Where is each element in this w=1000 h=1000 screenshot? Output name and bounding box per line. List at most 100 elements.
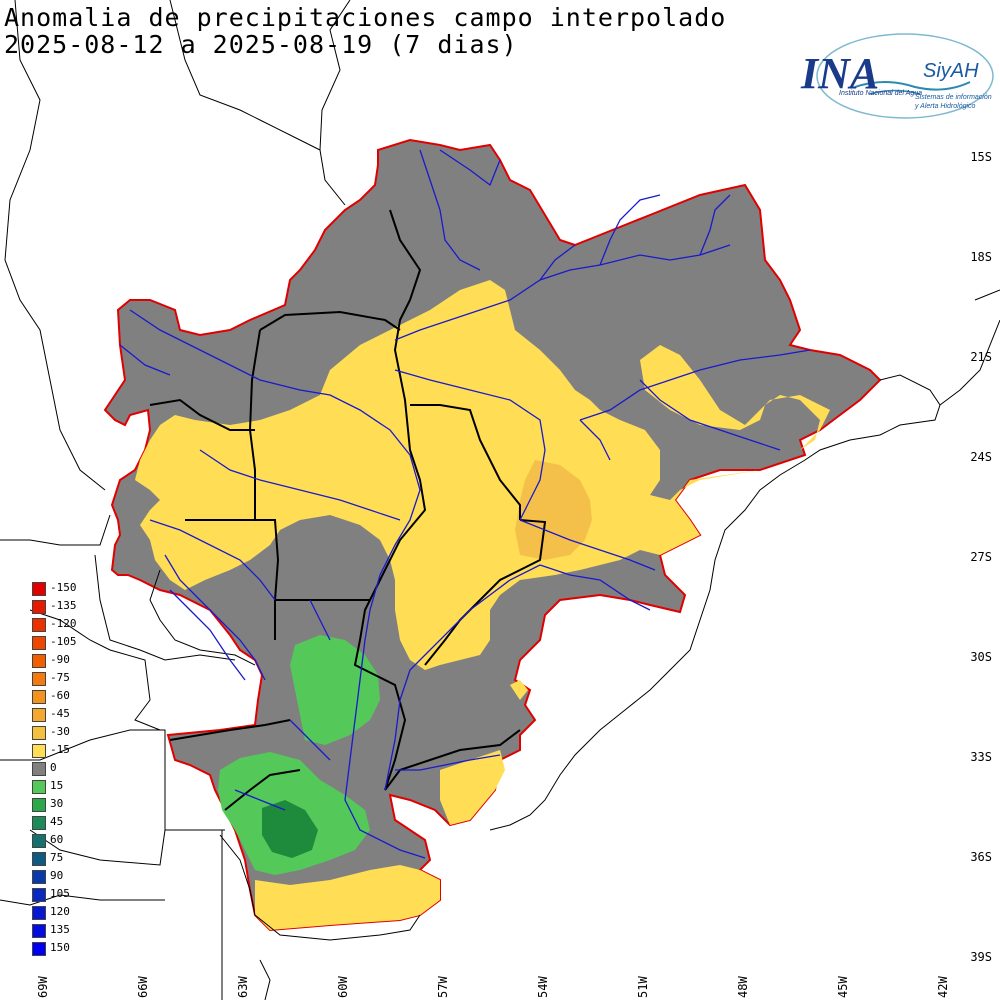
legend-swatch bbox=[32, 762, 46, 776]
legend-swatch bbox=[32, 744, 46, 758]
siyah-logo-text: SiyAH bbox=[923, 60, 979, 82]
strong-positive-anomaly bbox=[262, 800, 318, 858]
legend-label: 60 bbox=[50, 833, 64, 846]
legend-entry: 75 bbox=[32, 850, 92, 868]
longitude-tick-label: 66W bbox=[136, 976, 150, 998]
legend-label: 105 bbox=[50, 887, 70, 900]
ina-subtitle: Instituto Nacional del Agua bbox=[839, 90, 923, 97]
latitude-tick-label: 27S bbox=[970, 550, 992, 564]
legend-swatch bbox=[32, 852, 46, 866]
longitude-tick-label: 54W bbox=[536, 976, 550, 998]
rivers bbox=[119, 149, 811, 859]
legend-entry: -150 bbox=[32, 580, 92, 598]
legend-swatch bbox=[32, 600, 46, 614]
legend-swatch bbox=[32, 708, 46, 722]
legend-entry: 0 bbox=[32, 760, 92, 778]
negative-anomaly-south bbox=[255, 865, 440, 930]
map-title: Anomalia de precipitaciones campo interp… bbox=[4, 3, 727, 32]
legend-entry: 150 bbox=[32, 940, 92, 958]
legend-label: 30 bbox=[50, 797, 64, 810]
legend-label: 150 bbox=[50, 941, 70, 954]
legend-label: -120 bbox=[50, 617, 77, 630]
legend-swatch bbox=[32, 798, 46, 812]
legend-entry: 30 bbox=[32, 796, 92, 814]
legend-label: 15 bbox=[50, 779, 64, 792]
strong-negative-anomaly bbox=[515, 460, 592, 560]
legend-swatch bbox=[32, 942, 46, 956]
latitude-tick-label: 15S bbox=[970, 150, 992, 164]
latitude-tick-label: 39S bbox=[970, 950, 992, 964]
negative-anomaly-zone bbox=[135, 280, 830, 670]
negative-anomaly-southeast bbox=[440, 750, 505, 825]
legend-swatch bbox=[32, 654, 46, 668]
legend-label: -60 bbox=[50, 689, 70, 702]
political-borders bbox=[149, 209, 547, 811]
legend-entry: -135 bbox=[32, 598, 92, 616]
legend-entry: -75 bbox=[32, 670, 92, 688]
legend-entry: 60 bbox=[32, 832, 92, 850]
latitude-tick-label: 24S bbox=[970, 450, 992, 464]
longitude-tick-label: 57W bbox=[436, 976, 450, 998]
legend-swatch bbox=[32, 726, 46, 740]
legend-label: 90 bbox=[50, 869, 64, 882]
legend-entry: 15 bbox=[32, 778, 92, 796]
legend-swatch bbox=[32, 924, 46, 938]
legend-swatch bbox=[32, 618, 46, 632]
siyah-tagline-2: y Alerta Hidrológico bbox=[915, 103, 976, 110]
legend-label: 120 bbox=[50, 905, 70, 918]
legend-swatch bbox=[32, 690, 46, 704]
longitude-tick-label: 48W bbox=[736, 976, 750, 998]
legend-entry: 45 bbox=[32, 814, 92, 832]
legend-entry: 135 bbox=[32, 922, 92, 940]
legend-swatch bbox=[32, 834, 46, 848]
ina-siyah-logo: INA SiyAH Instituto Nacional del Agua Si… bbox=[795, 32, 995, 124]
longitude-tick-label: 51W bbox=[636, 976, 650, 998]
legend-label: -90 bbox=[50, 653, 70, 666]
legend-swatch bbox=[32, 582, 46, 596]
legend-entry: 120 bbox=[32, 904, 92, 922]
ina-logo-text: INA bbox=[801, 49, 880, 98]
legend-label: -105 bbox=[50, 635, 77, 648]
legend-label: 0 bbox=[50, 761, 57, 774]
legend-entry: -30 bbox=[32, 724, 92, 742]
legend-label: 45 bbox=[50, 815, 64, 828]
latitude-tick-label: 30S bbox=[970, 650, 992, 664]
longitude-tick-label: 60W bbox=[336, 976, 350, 998]
legend-swatch bbox=[32, 888, 46, 902]
legend-swatch bbox=[32, 906, 46, 920]
legend-entry: -60 bbox=[32, 688, 92, 706]
latitude-tick-label: 18S bbox=[970, 250, 992, 264]
legend-label: -45 bbox=[50, 707, 70, 720]
legend-label: -75 bbox=[50, 671, 70, 684]
longitude-tick-label: 63W bbox=[236, 976, 250, 998]
legend-swatch bbox=[32, 636, 46, 650]
legend-label: -150 bbox=[50, 581, 77, 594]
legend-entry: -120 bbox=[32, 616, 92, 634]
legend-label: 135 bbox=[50, 923, 70, 936]
latitude-tick-label: 33S bbox=[970, 750, 992, 764]
siyah-tagline-1: Sistemas de información bbox=[915, 94, 992, 101]
latitude-tick-label: 36S bbox=[970, 850, 992, 864]
longitude-tick-label: 42W bbox=[936, 976, 950, 998]
legend-entry: -15 bbox=[32, 742, 92, 760]
legend-label: -15 bbox=[50, 743, 70, 756]
longitude-tick-label: 69W bbox=[36, 976, 50, 998]
legend-entry: -45 bbox=[32, 706, 92, 724]
legend-label: 75 bbox=[50, 851, 64, 864]
legend-entry: -90 bbox=[32, 652, 92, 670]
legend-swatch bbox=[32, 816, 46, 830]
legend-label: -30 bbox=[50, 725, 70, 738]
longitude-tick-label: 45W bbox=[836, 976, 850, 998]
legend-entry: -105 bbox=[32, 634, 92, 652]
legend-label: -135 bbox=[50, 599, 77, 612]
date-range: 2025-08-12 a 2025-08-19 (7 dias) bbox=[4, 30, 518, 59]
latitude-tick-label: 21S bbox=[970, 350, 992, 364]
color-legend: -150 -135 -120 -105 -90 -75 -60 -45 -30 -15 0 15 30 4… bbox=[32, 580, 92, 958]
legend-swatch bbox=[32, 780, 46, 794]
legend-entry: 105 bbox=[32, 886, 92, 904]
legend-swatch bbox=[32, 672, 46, 686]
positive-anomaly-north bbox=[290, 635, 380, 745]
negative-anomaly-small bbox=[510, 680, 528, 700]
